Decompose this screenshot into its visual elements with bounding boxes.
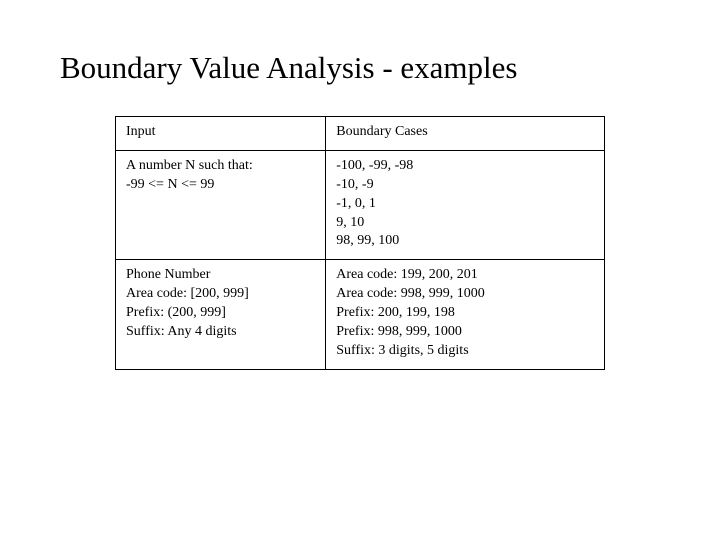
header-boundary: Boundary Cases — [326, 117, 605, 151]
cell-boundary-number: -100, -99, -98 -10, -9 -1, 0, 1 9, 10 98… — [326, 150, 605, 259]
cell-boundary-phone: Area code: 199, 200, 201 Area code: 998,… — [326, 260, 605, 369]
table-row: Phone Number Area code: [200, 999] Prefi… — [116, 260, 605, 369]
table-row: Input Boundary Cases — [116, 117, 605, 151]
examples-table: Input Boundary Cases A number N such tha… — [115, 116, 605, 370]
cell-line: A number N such that: — [126, 157, 315, 176]
cell-line: Prefix: (200, 999] — [126, 304, 315, 323]
cell-input-number: A number N such that: -99 <= N <= 99 — [116, 150, 326, 259]
cell-line: 98, 99, 100 — [336, 232, 594, 251]
cell-line: Suffix: 3 digits, 5 digits — [336, 342, 594, 361]
cell-line: Phone Number — [126, 266, 315, 285]
cell-line: Suffix: Any 4 digits — [126, 323, 315, 342]
cell-line: -99 <= N <= 99 — [126, 176, 315, 195]
table-row: A number N such that: -99 <= N <= 99 -10… — [116, 150, 605, 259]
page-title: Boundary Value Analysis - examples — [60, 50, 660, 86]
cell-line: Area code: [200, 999] — [126, 285, 315, 304]
cell-line: -10, -9 — [336, 176, 594, 195]
cell-line: Area code: 199, 200, 201 — [336, 266, 594, 285]
cell-input-phone: Phone Number Area code: [200, 999] Prefi… — [116, 260, 326, 369]
cell-line: Area code: 998, 999, 1000 — [336, 285, 594, 304]
header-input: Input — [116, 117, 326, 151]
cell-line: -100, -99, -98 — [336, 157, 594, 176]
slide: Boundary Value Analysis - examples Input… — [0, 0, 720, 370]
table-container: Input Boundary Cases A number N such tha… — [115, 116, 605, 370]
cell-line: 9, 10 — [336, 214, 594, 233]
cell-line: Prefix: 200, 199, 198 — [336, 304, 594, 323]
cell-line: -1, 0, 1 — [336, 195, 594, 214]
cell-line: Prefix: 998, 999, 1000 — [336, 323, 594, 342]
